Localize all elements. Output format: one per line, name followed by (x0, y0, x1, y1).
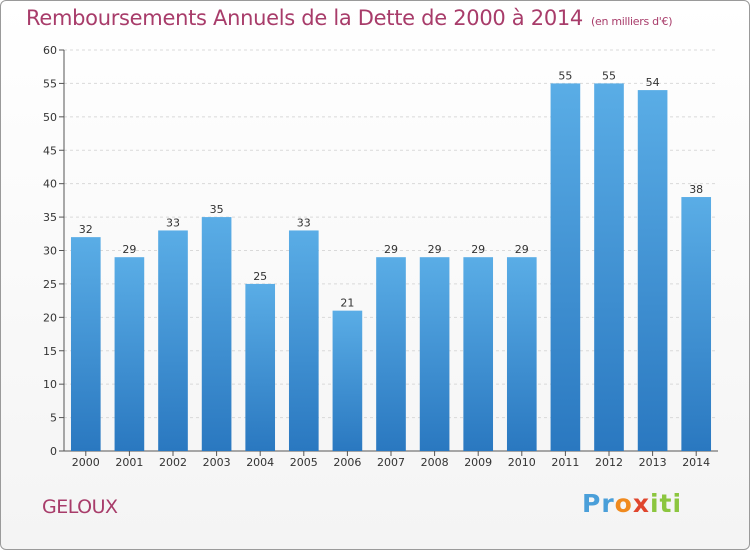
bar (332, 310, 363, 451)
x-tick-label: 2014 (682, 456, 710, 469)
y-tick-label: 55 (43, 77, 57, 90)
y-tick-label: 15 (43, 345, 57, 358)
x-tick-label: 2013 (639, 456, 667, 469)
bar (550, 83, 581, 452)
bar (70, 237, 101, 451)
value-label: 32 (79, 223, 93, 236)
bar (245, 283, 276, 451)
y-tick-label: 60 (43, 44, 57, 57)
x-tick-label: 2006 (333, 456, 361, 469)
bars (70, 83, 712, 452)
bar (506, 257, 537, 451)
y-tick-label: 35 (43, 211, 57, 224)
value-label: 54 (646, 76, 660, 89)
x-tick-label: 2001 (115, 456, 143, 469)
y-tick-label: 45 (43, 144, 57, 157)
y-tick-label: 5 (50, 412, 57, 425)
proxiti-logo: Proxiti (582, 489, 682, 518)
labels: 0 5 10 15 20 25 30 35 40 45 50 55 60 32 2000 29 2001 33 20… (43, 44, 710, 469)
value-label: 35 (210, 203, 224, 216)
bar (637, 90, 668, 451)
x-tick-label: 2000 (72, 456, 100, 469)
x-tick-label: 2002 (159, 456, 187, 469)
value-label: 21 (340, 297, 354, 310)
bar (419, 257, 450, 451)
y-tick-label: 25 (43, 278, 57, 291)
x-tick-label: 2009 (464, 456, 492, 469)
x-tick-label: 2011 (551, 456, 579, 469)
value-label: 29 (384, 243, 398, 256)
x-tick-label: 2010 (508, 456, 536, 469)
y-tick-label: 40 (43, 178, 57, 191)
chart-title-text: Remboursements Annuels de la Dette de 20… (26, 6, 583, 30)
bar (288, 230, 319, 451)
bar (158, 230, 188, 451)
bar (594, 83, 624, 452)
x-tick-label: 2012 (595, 456, 623, 469)
logo-part: x (632, 489, 650, 518)
x-tick-label: 2008 (421, 456, 449, 469)
x-tick-label: 2005 (290, 456, 318, 469)
value-label: 29 (428, 243, 442, 256)
y-tick-label: 10 (43, 378, 57, 391)
logo-part: iti (649, 489, 683, 518)
bar (376, 257, 406, 451)
value-label: 55 (558, 69, 572, 82)
value-label: 29 (471, 243, 485, 256)
value-label: 29 (122, 243, 136, 256)
logo-part: o (614, 489, 633, 518)
y-tick-label: 30 (43, 245, 57, 258)
y-tick-label: 20 (43, 311, 57, 324)
bar (114, 257, 145, 451)
value-label: 25 (253, 270, 267, 283)
value-label: 55 (602, 69, 616, 82)
y-tick-label: 0 (50, 445, 57, 458)
bar (463, 257, 494, 451)
value-label: 29 (515, 243, 529, 256)
bar (681, 197, 712, 451)
x-tick-label: 2003 (203, 456, 231, 469)
y-tick-label: 50 (43, 111, 57, 124)
x-tick-label: 2004 (246, 456, 274, 469)
value-label: 33 (166, 216, 180, 229)
x-tick-label: 2007 (377, 456, 405, 469)
chart-title: Remboursements Annuels de la Dette de 20… (26, 6, 672, 30)
logo-part: Pr (582, 489, 615, 518)
value-label: 38 (689, 183, 703, 196)
value-label: 33 (297, 216, 311, 229)
chart-unit: (en milliers d'€) (591, 15, 673, 28)
place-name: GELOUX (42, 496, 118, 518)
bar (201, 217, 232, 451)
